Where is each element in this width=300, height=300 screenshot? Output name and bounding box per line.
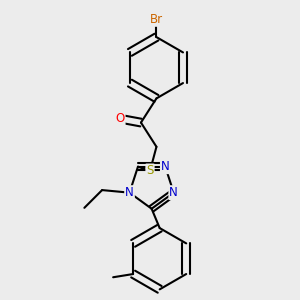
Text: S: S — [146, 164, 154, 178]
Text: N: N — [169, 186, 178, 199]
Text: O: O — [116, 112, 124, 125]
Text: Br: Br — [150, 13, 163, 26]
Text: N: N — [125, 186, 134, 199]
Text: N: N — [161, 160, 170, 173]
